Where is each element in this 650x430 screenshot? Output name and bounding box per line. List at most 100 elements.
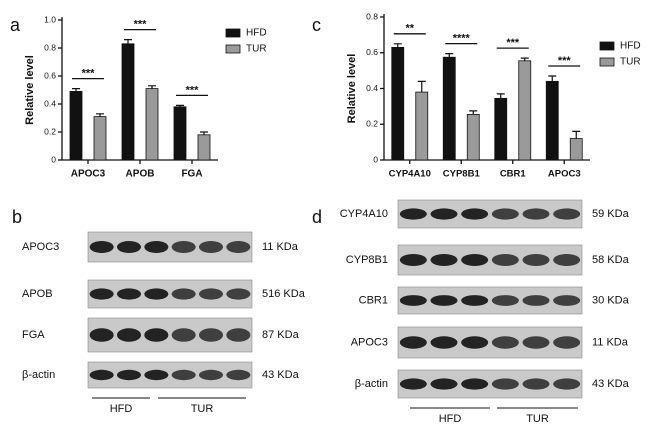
- blot-size: 43 KDa: [592, 378, 630, 390]
- panel-label: c: [312, 15, 321, 35]
- significance-label: ***: [82, 68, 96, 80]
- blot-size: 516 KDa: [262, 288, 306, 300]
- legend-swatch: [599, 57, 615, 67]
- blot-band: [553, 378, 581, 390]
- bar: [93, 116, 107, 161]
- blot-membrane: [397, 244, 583, 276]
- blot-label: β-actin: [22, 369, 55, 381]
- blot-band: [171, 241, 196, 253]
- y-tick-label: 0.2: [366, 119, 378, 129]
- blot-label: CYP4A10: [340, 208, 388, 220]
- y-tick-label: 0.6: [44, 70, 56, 80]
- blot-band: [226, 328, 251, 342]
- blot-size: 11 KDa: [262, 241, 299, 253]
- blot-band: [89, 328, 114, 342]
- blot-band: [491, 254, 519, 266]
- blot-band: [399, 254, 427, 266]
- blot-membrane: [87, 361, 253, 389]
- blot-band: [553, 254, 581, 266]
- bar: [197, 134, 211, 161]
- blot-band: [116, 288, 142, 300]
- y-tick-label: 0.6: [366, 47, 378, 57]
- y-tick-label: 0: [51, 154, 56, 164]
- legend-label: HFD: [246, 28, 267, 39]
- x-tick-label: FGA: [181, 169, 202, 180]
- blot-band: [198, 288, 224, 300]
- blot-label: β-actin: [355, 378, 388, 390]
- x-tick-label: CYP8B1: [443, 169, 481, 180]
- bar: [121, 43, 135, 161]
- blot-band: [399, 378, 427, 390]
- blot-band: [399, 295, 427, 306]
- blot-band: [171, 369, 196, 381]
- blot-band: [430, 378, 458, 390]
- blot-band: [430, 208, 458, 220]
- bar: [545, 80, 559, 161]
- blot-band: [171, 328, 196, 342]
- blot-band: [491, 378, 519, 390]
- blot-band: [553, 208, 581, 220]
- y-tick-label: 0.8: [366, 11, 378, 21]
- blot-band: [144, 288, 169, 300]
- blot-membrane: [87, 317, 253, 353]
- blot-band: [461, 336, 489, 349]
- blot-membrane: [87, 279, 253, 309]
- error-bar: [96, 113, 104, 117]
- blot-band: [522, 336, 550, 349]
- error-bar: [445, 53, 454, 58]
- blot-label: CYP8B1: [346, 254, 388, 266]
- blot-band: [491, 336, 519, 349]
- bar: [494, 97, 508, 161]
- blot-membrane: [397, 199, 583, 229]
- blot-band: [89, 241, 114, 253]
- blot-membrane: [87, 231, 253, 263]
- bar: [466, 114, 480, 161]
- legend-label: TUR: [620, 57, 641, 68]
- blot-band: [226, 369, 251, 381]
- bar: [518, 60, 532, 161]
- error-bar: [200, 131, 208, 135]
- bar: [145, 88, 159, 161]
- group-label: TUR: [526, 413, 549, 425]
- significance-label: ***: [558, 55, 572, 67]
- y-tick-label: 0.4: [366, 83, 378, 93]
- significance-label: ***: [506, 37, 520, 49]
- error-bar: [496, 93, 505, 99]
- blot-band: [116, 241, 142, 253]
- blot-band: [89, 369, 114, 381]
- error-bar: [393, 43, 402, 48]
- bar: [415, 91, 429, 161]
- error-bar: [548, 75, 557, 82]
- legend-label: TUR: [246, 44, 267, 55]
- x-tick-label: CYP4A10: [389, 169, 431, 180]
- blot-band: [461, 295, 489, 306]
- blot-size: 43 KDa: [262, 369, 300, 381]
- blot-size: 58 KDa: [592, 254, 630, 266]
- group-label: HFD: [439, 413, 462, 425]
- blot-band: [144, 328, 169, 342]
- blot-size: 59 KDa: [592, 208, 630, 220]
- blot-band: [399, 208, 427, 220]
- group-label: HFD: [110, 403, 133, 415]
- error-bar: [520, 57, 529, 61]
- blot-band: [198, 241, 224, 253]
- blot-band: [491, 208, 519, 220]
- blot-band: [399, 336, 427, 349]
- panel-label: b: [12, 207, 22, 227]
- legend-swatch: [225, 28, 241, 38]
- blot-band: [144, 241, 169, 253]
- error-bar: [72, 88, 80, 92]
- blot-label: APOB: [22, 288, 53, 300]
- blot-band: [491, 295, 519, 306]
- x-tick-label: APOC3: [71, 169, 106, 180]
- error-bar: [572, 130, 581, 139]
- blot-band: [553, 336, 581, 349]
- blot-band: [226, 241, 251, 253]
- error-bar: [417, 80, 426, 93]
- blot-band: [116, 328, 142, 342]
- blot-membrane: [397, 286, 583, 315]
- y-tick-label: 0.4: [44, 98, 56, 108]
- blot-membrane: [397, 369, 583, 399]
- y-tick-label: 0.8: [44, 42, 56, 52]
- blot-band: [522, 208, 550, 220]
